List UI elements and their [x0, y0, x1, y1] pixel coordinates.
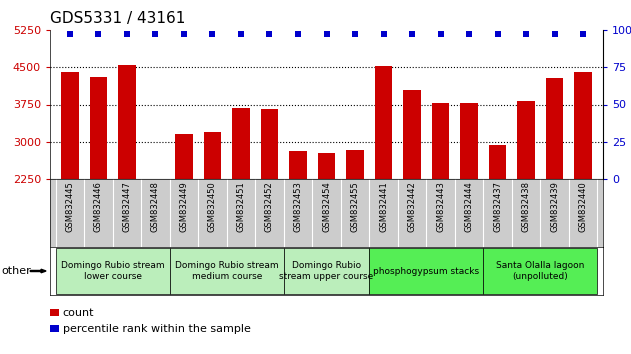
- Point: [521, 32, 531, 37]
- Point: [435, 32, 445, 37]
- Point: [208, 32, 218, 37]
- Bar: [489, 145, 506, 179]
- Text: GSM832440: GSM832440: [579, 181, 587, 232]
- Text: GSM832441: GSM832441: [379, 181, 388, 232]
- Text: GSM832439: GSM832439: [550, 181, 559, 232]
- Text: GSM832452: GSM832452: [265, 181, 274, 232]
- Text: GSM832446: GSM832446: [94, 181, 103, 232]
- Point: [379, 32, 389, 37]
- Point: [236, 32, 246, 37]
- Point: [578, 32, 588, 37]
- Point: [264, 32, 274, 37]
- Point: [492, 32, 502, 37]
- Point: [93, 32, 103, 37]
- Bar: [90, 77, 107, 179]
- Point: [293, 32, 303, 37]
- Text: GSM832447: GSM832447: [122, 181, 131, 232]
- Bar: [546, 78, 563, 179]
- Text: GSM832453: GSM832453: [293, 181, 302, 232]
- Point: [407, 32, 417, 37]
- Bar: [284, 248, 369, 294]
- Bar: [290, 151, 307, 179]
- Bar: [432, 103, 449, 179]
- Text: GSM832455: GSM832455: [350, 181, 360, 232]
- Bar: [61, 72, 78, 179]
- Text: phosphogypsum stacks: phosphogypsum stacks: [373, 267, 480, 275]
- Text: Santa Olalla lagoon
(unpolluted): Santa Olalla lagoon (unpolluted): [496, 261, 584, 281]
- Text: other: other: [1, 266, 31, 276]
- Point: [65, 32, 75, 37]
- Bar: [574, 72, 592, 179]
- Text: percentile rank within the sample: percentile rank within the sample: [62, 324, 251, 334]
- Point: [122, 32, 132, 37]
- Text: GSM832444: GSM832444: [464, 181, 473, 232]
- Bar: [170, 248, 284, 294]
- Text: Domingo Rubio stream
medium course: Domingo Rubio stream medium course: [175, 261, 278, 281]
- Bar: [517, 101, 534, 179]
- Bar: [232, 108, 249, 179]
- Text: GSM832437: GSM832437: [493, 181, 502, 232]
- Text: GSM832454: GSM832454: [322, 181, 331, 232]
- Point: [464, 32, 474, 37]
- Bar: [175, 134, 192, 179]
- Text: count: count: [62, 308, 94, 318]
- Text: GSM832442: GSM832442: [408, 181, 416, 232]
- Point: [321, 32, 331, 37]
- Text: GSM832449: GSM832449: [179, 181, 189, 232]
- Bar: [403, 90, 421, 179]
- Text: GSM832438: GSM832438: [522, 181, 531, 232]
- Bar: [483, 248, 598, 294]
- Bar: [204, 132, 221, 179]
- Point: [350, 32, 360, 37]
- Bar: [56, 248, 170, 294]
- Bar: [375, 66, 392, 179]
- Point: [550, 32, 560, 37]
- Bar: [346, 150, 363, 179]
- Text: Domingo Rubio stream
lower course: Domingo Rubio stream lower course: [61, 261, 165, 281]
- Text: Domingo Rubio
stream upper course: Domingo Rubio stream upper course: [280, 261, 374, 281]
- Bar: [318, 153, 335, 179]
- Text: GSM832443: GSM832443: [436, 181, 445, 232]
- Bar: [369, 248, 483, 294]
- Bar: [461, 103, 478, 179]
- Text: GDS5331 / 43161: GDS5331 / 43161: [50, 11, 186, 26]
- Text: GSM832451: GSM832451: [237, 181, 245, 232]
- Point: [150, 32, 160, 37]
- Point: [179, 32, 189, 37]
- Bar: [119, 65, 136, 179]
- Text: GSM832445: GSM832445: [66, 181, 74, 232]
- Text: GSM832450: GSM832450: [208, 181, 217, 232]
- Bar: [261, 109, 278, 179]
- Text: GSM832448: GSM832448: [151, 181, 160, 232]
